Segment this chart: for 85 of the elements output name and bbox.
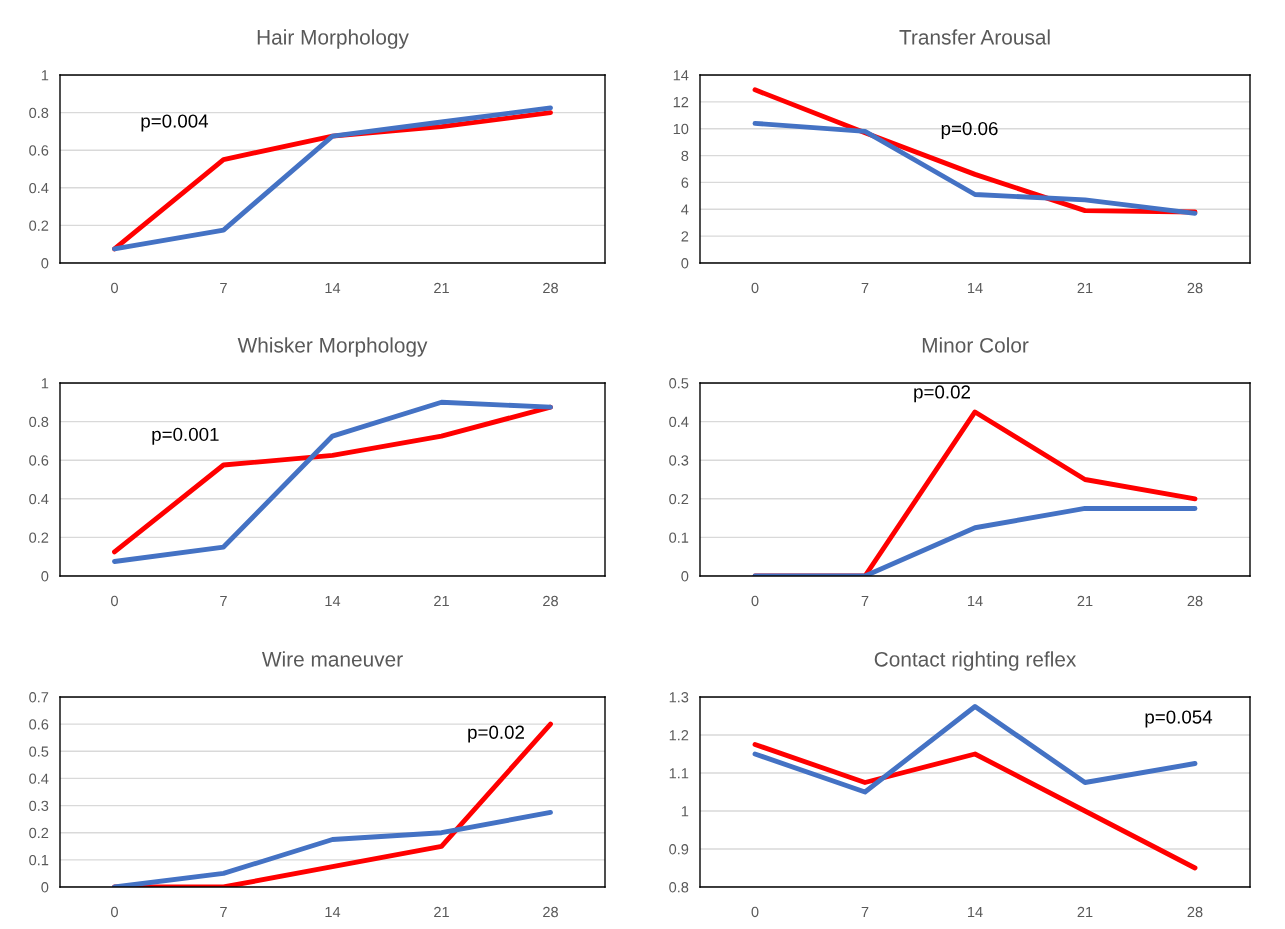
- y-tick-label: 0.4: [29, 773, 49, 784]
- y-tick-label: 0.4: [29, 493, 49, 505]
- x-tick-label: 0: [751, 595, 759, 607]
- y-tick-label: 0.6: [29, 719, 49, 730]
- x-tick-label: 0: [751, 906, 759, 918]
- y-tick-label: 0.8: [669, 882, 689, 893]
- chart-title: Wire maneuver: [261, 651, 403, 667]
- y-tick-label: 0.4: [669, 416, 689, 428]
- y-tick-label: 0.8: [29, 416, 49, 428]
- annotation: p=0.02: [914, 385, 970, 403]
- y-tick-label: 0.8: [29, 107, 49, 119]
- chart-title: Whisker Morphology: [237, 337, 428, 357]
- y-tick-label: 0.5: [29, 746, 49, 757]
- x-tick-label: 14: [968, 906, 983, 918]
- y-tick-label: 0.2: [29, 532, 49, 543]
- y-tick-label: 4: [681, 204, 689, 215]
- y-tick-label: 10: [673, 123, 689, 135]
- annotation: p=0.06: [941, 121, 998, 139]
- y-tick-label: 0.9: [669, 844, 689, 855]
- x-tick-label: 0: [111, 282, 118, 294]
- y-tick-label: 1: [681, 806, 689, 817]
- y-tick-label: 0.3: [29, 800, 49, 811]
- y-tick-label: 0.7: [29, 692, 49, 703]
- y-tick-label: 1: [41, 378, 49, 389]
- annotation: p=0.054: [1145, 710, 1213, 728]
- annotation: p=0.004: [141, 114, 209, 132]
- x-tick-label: 28: [1187, 906, 1203, 918]
- y-tick-label: 0.4: [29, 182, 49, 194]
- y-tick-label: 0.5: [669, 378, 689, 389]
- x-tick-label: 7: [220, 282, 227, 294]
- y-tick-label: 0.2: [29, 827, 49, 839]
- x-tick-label: 28: [1187, 595, 1203, 607]
- y-tick-label: 6: [681, 177, 689, 188]
- x-tick-label: 7: [861, 282, 869, 294]
- annotation: p=0.001: [152, 427, 219, 445]
- y-tick-label: 0.1: [29, 854, 49, 866]
- y-tick-label: 1.1: [669, 768, 689, 779]
- y-tick-label: 8: [681, 150, 689, 161]
- y-tick-label: 12: [673, 96, 689, 108]
- y-tick-label: 14: [673, 70, 689, 81]
- y-tick-label: 0.2: [669, 493, 689, 505]
- y-tick-label: 0: [681, 571, 689, 582]
- x-tick-label: 14: [968, 282, 983, 294]
- y-tick-label: 2: [681, 231, 689, 242]
- chart-title: Transfer Arousal: [899, 29, 1050, 45]
- x-tick-label: 7: [861, 906, 869, 918]
- y-tick-label: 0: [681, 258, 689, 269]
- x-tick-label: 14: [325, 595, 341, 607]
- x-tick-label: 0: [111, 906, 118, 918]
- y-tick-label: 0: [41, 571, 49, 582]
- x-tick-label: 21: [1077, 595, 1093, 607]
- y-tick-label: 0.2: [29, 220, 49, 231]
- x-tick-label: 28: [543, 906, 558, 918]
- y-tick-label: 1.3: [669, 692, 689, 703]
- x-tick-label: 0: [751, 282, 759, 294]
- x-tick-label: 14: [325, 282, 341, 294]
- annotation: p=0.02: [468, 725, 524, 743]
- chart-title: Minor Color: [922, 337, 1029, 353]
- line-series: [752, 120, 1198, 216]
- y-tick-label: 0.6: [29, 455, 49, 466]
- x-tick-label: 7: [220, 595, 227, 607]
- x-tick-label: 28: [1187, 282, 1203, 294]
- y-tick-label: 0.1: [669, 532, 689, 543]
- x-tick-label: 7: [861, 595, 869, 607]
- x-tick-label: 7: [220, 906, 227, 918]
- x-tick-label: 28: [543, 282, 558, 294]
- y-tick-label: 0.3: [669, 455, 689, 466]
- line-series: [112, 809, 553, 887]
- x-tick-label: 21: [434, 282, 449, 294]
- y-tick-label: 1: [41, 70, 49, 81]
- chart-title: Hair Morphology: [257, 29, 409, 49]
- x-tick-label: 21: [434, 906, 449, 918]
- x-tick-label: 28: [543, 595, 558, 607]
- x-tick-label: 14: [325, 906, 341, 918]
- x-tick-label: 21: [434, 595, 449, 607]
- chart-title: Contact righting reflex: [874, 651, 1077, 671]
- y-tick-label: 1.2: [669, 730, 689, 741]
- x-tick-label: 21: [1077, 282, 1093, 294]
- y-tick-label: 0.6: [29, 145, 49, 156]
- line-series: [752, 742, 1198, 871]
- x-tick-label: 0: [111, 595, 118, 607]
- x-tick-label: 14: [968, 595, 983, 607]
- y-tick-label: 0: [41, 882, 49, 893]
- y-tick-label: 0: [41, 258, 49, 269]
- x-tick-label: 21: [1077, 906, 1093, 918]
